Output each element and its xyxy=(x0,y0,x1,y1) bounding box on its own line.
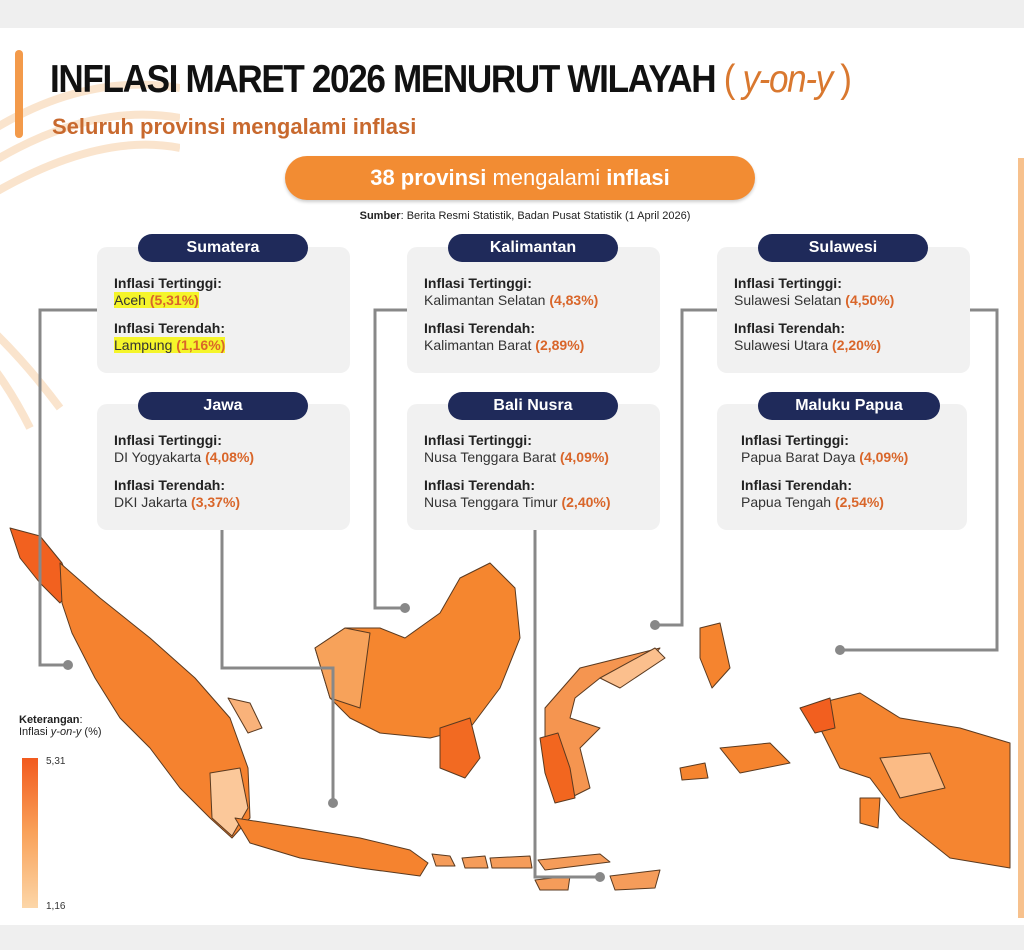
indonesia-map xyxy=(9,308,1011,891)
highest-value: DI Yogyakarta (4,08%) xyxy=(114,449,255,465)
map-kalbar xyxy=(314,627,371,709)
highest-value: Sulawesi Selatan (4,50%) xyxy=(734,292,895,308)
legend-min: 1,16 xyxy=(46,901,66,912)
lowest-label: Inflasi Terendah: xyxy=(114,320,225,336)
map-jawa xyxy=(234,817,429,877)
lowest-value: Kalimantan Barat (2,89%) xyxy=(424,337,585,353)
map-bangka xyxy=(227,697,263,734)
lowest-label: Inflasi Terendah: xyxy=(734,320,845,336)
map-sulut xyxy=(599,647,666,689)
highest-label: Inflasi Tertinggi: xyxy=(424,432,532,448)
page-subtitle: Seluruh provinsi mengalami inflasi xyxy=(52,114,417,139)
lowest-label: Inflasi Terendah: xyxy=(741,477,852,493)
page-title: INFLASI MARET 2026 MENURUT WILAYAH ( y-o… xyxy=(50,58,852,101)
map-papua-tengah xyxy=(879,752,946,799)
region-header-sulawesi: Sulawesi xyxy=(758,234,928,262)
legend-max: 5,31 xyxy=(46,756,66,767)
lowest-value: Lampung (1,16%) xyxy=(114,337,226,353)
region-header-bali-nusra: Bali Nusra xyxy=(448,392,618,420)
highest-label: Inflasi Tertinggi: xyxy=(741,432,849,448)
region-card-sumatera: Inflasi Tertinggi: Aceh (5,31%) Inflasi … xyxy=(97,247,350,373)
region-card-bali-nusra: Inflasi Tertinggi: Nusa Tenggara Barat (… xyxy=(407,404,660,530)
lowest-value: DKI Jakarta (3,37%) xyxy=(114,494,241,510)
title-accent-bar xyxy=(15,50,23,138)
map-sumatera xyxy=(59,562,251,839)
lowest-label: Inflasi Terendah: xyxy=(114,477,225,493)
region-card-jawa: Inflasi Tertinggi: DI Yogyakarta (4,08%)… xyxy=(97,404,350,530)
highest-value: Papua Barat Daya (4,09%) xyxy=(741,449,909,465)
region-header-sumatera: Sumatera xyxy=(138,234,308,262)
lowest-label: Inflasi Terendah: xyxy=(424,320,535,336)
region-header-jawa: Jawa xyxy=(138,392,308,420)
region-header-kalimantan: Kalimantan xyxy=(448,234,618,262)
lowest-value: Papua Tengah (2,54%) xyxy=(741,494,884,510)
region-header-maluku-papua: Maluku Papua xyxy=(758,392,940,420)
source-note: Sumber: Berita Resmi Statistik, Badan Pu… xyxy=(359,210,691,222)
highest-label: Inflasi Tertinggi: xyxy=(734,275,842,291)
map-kalsel xyxy=(439,717,481,779)
map-kalimantan xyxy=(314,562,521,739)
highest-label: Inflasi Tertinggi: xyxy=(424,275,532,291)
region-card-kalimantan: Inflasi Tertinggi: Kalimantan Selatan (4… xyxy=(407,247,660,373)
map-bali-nusra xyxy=(431,853,661,891)
infographic-card: INFLASI MARET 2026 MENURUT WILAYAH ( y-o… xyxy=(0,28,1024,925)
highest-value: Aceh (5,31%) xyxy=(114,292,199,308)
region-card-maluku-papua: Inflasi Tertinggi: Papua Barat Daya (4,0… xyxy=(717,404,967,530)
highest-label: Inflasi Tertinggi: xyxy=(114,275,222,291)
lowest-value: Nusa Tenggara Timur (2,40%) xyxy=(424,494,611,510)
legend-color-scale xyxy=(22,758,38,908)
map-papua-barat-daya xyxy=(799,697,836,734)
map-sulsel xyxy=(539,732,576,804)
summary-banner: 38 provinsi mengalami inflasi xyxy=(285,156,755,200)
map-maluku xyxy=(679,622,881,829)
highest-value: Nusa Tenggara Barat (4,09%) xyxy=(424,449,609,465)
highest-value: Kalimantan Selatan (4,83%) xyxy=(424,292,599,308)
region-card-sulawesi: Inflasi Tertinggi: Sulawesi Selatan (4,5… xyxy=(717,247,970,373)
lowest-value: Sulawesi Utara (2,20%) xyxy=(734,337,882,353)
edge-strip xyxy=(1018,158,1024,918)
lowest-label: Inflasi Terendah: xyxy=(424,477,535,493)
highest-label: Inflasi Tertinggi: xyxy=(114,432,222,448)
connector-lines xyxy=(38,308,999,879)
legend-title: Keterangan: Inflasi y-on-y (%) xyxy=(19,714,102,738)
